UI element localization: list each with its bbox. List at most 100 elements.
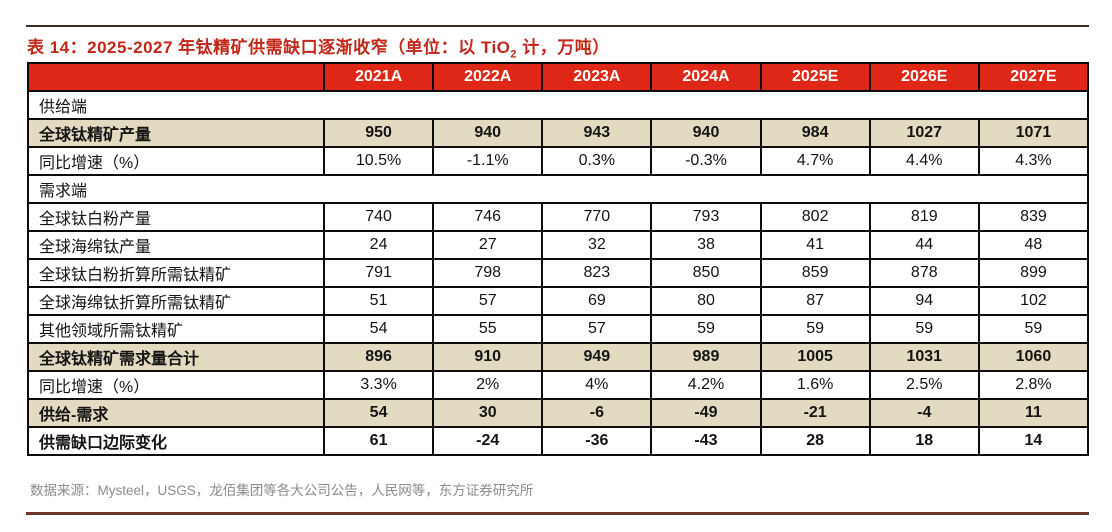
cell-value: 57 (432, 286, 544, 316)
cell-value: 793 (650, 202, 762, 232)
cell-value: 57 (541, 314, 653, 344)
cell-value: 59 (868, 314, 980, 344)
cell-value: 44 (868, 230, 980, 260)
column-header-2023A: 2023A (541, 62, 653, 92)
cell-value: 949 (541, 342, 653, 372)
cell-value: -24 (432, 426, 544, 456)
table-row: 其他领域所需钛精矿 54 55 57 59 59 59 59 (27, 314, 1090, 344)
cell-value: 48 (977, 230, 1090, 260)
table-title: 表 14：2025-2027 年钛精矿供需缺口逐渐收窄（单位：以 TiO2 计，… (27, 33, 1090, 60)
cell-value: 940 (650, 118, 762, 148)
table-header: 2021A 2022A 2023A 2024A 2025E 2026E 2027E (27, 62, 1090, 92)
cell-value: 791 (322, 258, 435, 288)
cell-value: 896 (322, 342, 435, 372)
section-label: 需求端 (27, 174, 1089, 204)
cell-value: 4% (541, 370, 653, 400)
cell-value: 51 (322, 286, 435, 316)
cell-value: 28 (759, 426, 871, 456)
cell-value: 24 (322, 230, 435, 260)
cell-value: 940 (432, 118, 544, 148)
table-title-subscript: 2 (510, 48, 518, 61)
cell-value: 1031 (868, 342, 980, 372)
row-label: 全球钛白粉折算所需钛精矿 (27, 258, 325, 288)
column-header-2021A: 2021A (322, 62, 435, 92)
cell-value: 2.5% (868, 370, 980, 400)
cell-value: 1027 (868, 118, 980, 148)
cell-value: 2% (432, 370, 544, 400)
cell-value: 746 (432, 202, 544, 232)
row-label: 全球海绵钛产量 (27, 230, 325, 260)
cell-value: 30 (432, 398, 544, 428)
bottom-divider-rule (26, 512, 1089, 515)
cell-value: -4 (868, 398, 980, 428)
cell-value: 38 (650, 230, 762, 260)
column-header-2022A: 2022A (432, 62, 544, 92)
cell-value: 910 (432, 342, 544, 372)
row-label: 全球海绵钛折算所需钛精矿 (27, 286, 325, 316)
top-divider-rule (26, 25, 1089, 27)
table-row: 全球钛白粉折算所需钛精矿 791 798 823 850 859 878 899 (27, 258, 1090, 288)
table-row: 供给-需求 54 30 -6 -49 -21 -4 11 (27, 398, 1090, 428)
cell-value: 943 (541, 118, 653, 148)
cell-value: 3.3% (322, 370, 435, 400)
cell-value: 59 (977, 314, 1090, 344)
cell-value: -1.1% (432, 146, 544, 176)
row-label: 全球钛精矿需求量合计 (27, 342, 325, 372)
cell-value: 54 (322, 314, 435, 344)
section-label: 供给端 (27, 90, 1089, 120)
column-header-2025E: 2025E (759, 62, 871, 92)
cell-value: 1071 (977, 118, 1090, 148)
cell-value: 54 (322, 398, 435, 428)
row-label: 供给-需求 (27, 398, 325, 428)
row-label: 全球钛精矿产量 (27, 118, 325, 148)
cell-value: 4.7% (759, 146, 871, 176)
cell-value: 2.8% (977, 370, 1090, 400)
cell-value: 11 (977, 398, 1090, 428)
cell-value: 878 (868, 258, 980, 288)
row-label: 其他领域所需钛精矿 (27, 314, 325, 344)
cell-value: 989 (650, 342, 762, 372)
cell-value: 819 (868, 202, 980, 232)
cell-value: -49 (650, 398, 762, 428)
cell-value: 27 (432, 230, 544, 260)
row-label: 同比增速（%） (27, 146, 325, 176)
cell-value: 59 (650, 314, 762, 344)
cell-value: 102 (977, 286, 1090, 316)
cell-value: 802 (759, 202, 871, 232)
row-label: 同比增速（%） (27, 370, 325, 400)
table-row: 全球海绵钛产量 24 27 32 38 41 44 48 (27, 230, 1090, 260)
cell-value: 69 (541, 286, 653, 316)
table-row: 全球钛白粉产量 740 746 770 793 802 819 839 (27, 202, 1090, 232)
row-label: 供需缺口边际变化 (27, 426, 325, 456)
cell-value: 4.3% (977, 146, 1090, 176)
cell-value: 859 (759, 258, 871, 288)
table-row: 全球钛精矿需求量合计 896 910 949 989 1005 1031 1060 (27, 342, 1090, 372)
cell-value: 740 (322, 202, 435, 232)
cell-value: 41 (759, 230, 871, 260)
table-row: 全球海绵钛折算所需钛精矿 51 57 69 80 87 94 102 (27, 286, 1090, 316)
table-row: 需求端 (27, 174, 1089, 204)
cell-value: 1005 (759, 342, 871, 372)
cell-value: 87 (759, 286, 871, 316)
row-label: 全球钛白粉产量 (27, 202, 325, 232)
table-body: 供给端 全球钛精矿产量 950 940 943 940 984 1027 1071 同比增速（%）… (27, 90, 1090, 456)
table-title-suffix: 计，万吨） (517, 38, 610, 57)
cell-value: 32 (541, 230, 653, 260)
data-source-note: 数据来源：Mysteel，USGS，龙佰集团等各大公司公告，人民网等，东方证券研… (30, 483, 534, 498)
cell-value: 899 (977, 258, 1090, 288)
cell-value: -6 (541, 398, 653, 428)
cell-value: -0.3% (650, 146, 762, 176)
cell-value: 4.4% (868, 146, 980, 176)
table-corner-cell (27, 62, 325, 92)
table-row: 供需缺口边际变化 61 -24 -36 -43 28 18 14 (27, 426, 1090, 456)
table-row: 全球钛精矿产量 950 940 943 940 984 1027 1071 (27, 118, 1090, 148)
table-row: 同比增速（%） 10.5% -1.1% 0.3% -0.3% 4.7% 4.4% 4.3% (27, 146, 1090, 176)
cell-value: 839 (977, 202, 1090, 232)
cell-value: 823 (541, 258, 653, 288)
cell-value: 798 (432, 258, 544, 288)
cell-value: 94 (868, 286, 980, 316)
cell-value: -21 (759, 398, 871, 428)
cell-value: 10.5% (322, 146, 435, 176)
cell-value: 984 (759, 118, 871, 148)
